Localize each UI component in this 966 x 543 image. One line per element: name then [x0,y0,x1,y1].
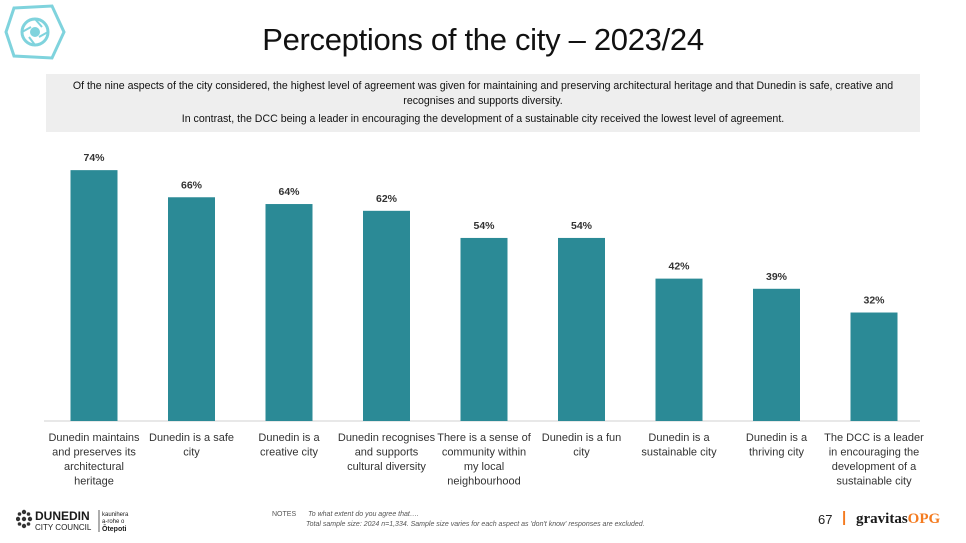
page-number: 67 [818,512,833,527]
value-label-3: 62% [376,193,398,205]
category-label-2: Dunedin is a creative city [258,432,320,459]
logo-maori-line-2: a-rohe o [102,519,125,525]
brand-main: gravitas [856,511,908,527]
category-label-8: The DCC is a leader in encouraging the dev… [824,432,924,488]
category-label-7: Dunedin is a thriving city [746,432,808,459]
page-title: Perceptions of the city – 2023/24 [262,22,704,57]
value-label-8: 32% [863,295,885,307]
logo-main-text: DUNEDIN [35,509,90,523]
summary-line-2: In contrast, the DCC being a leader in e… [181,113,785,125]
category-label-6: Dunedin is a sustainable city [641,432,717,459]
notes-line-2: Total sample size: 2024 n=1,334. Sample … [306,521,645,528]
logo-maori-line-3: Ōtepoti [102,525,127,533]
logo-maori-line-1: kaunihera [102,512,129,518]
bar-chart: 74% Dunedin maintains and preserves its arc… [44,152,924,488]
bar-3 [363,210,410,421]
brand-accent: OPG [907,511,941,527]
bar-6 [655,278,703,421]
bar-1 [168,197,215,421]
value-label-7: 39% [766,271,788,283]
category-label-1: Dunedin is a safe city [149,432,234,459]
category-label-3: Dunedin recognises and supports cultural d… [338,432,436,473]
value-label-4: 54% [473,220,495,232]
category-label-5: Dunedin is a fun city [542,432,622,459]
value-label-0: 74% [83,152,105,164]
bar-0 [70,170,118,421]
notes-key: NOTES [272,511,297,518]
value-label-6: 42% [668,261,690,273]
value-label-2: 64% [278,186,300,198]
bar-2 [265,204,313,421]
summary-line-1: Of the nine aspects of the city consider… [72,80,894,107]
bar-7 [753,288,800,421]
brand-separator: | [842,509,847,526]
gravitas-opg-logo: gravitasOPG [856,511,940,528]
logo-sub-text: CITY COUNCIL [35,523,92,532]
notes-line-1: To what extent do you agree that…. [308,511,419,518]
bar-8 [850,312,898,421]
category-label-0: Dunedin maintains and preserves its archit… [48,432,140,488]
footnotes: NOTES To what extent do you agree that…. … [272,510,645,530]
corner-aperture-icon [4,4,66,60]
bar-5 [558,237,605,421]
value-label-1: 66% [181,179,203,191]
bar-4 [460,237,508,421]
dunedin-council-logo: DUNEDIN CITY COUNCIL kaunihera a-rohe o … [15,506,166,534]
dcc-emblem-icon: DUNEDIN CITY COUNCIL kaunihera a-rohe o … [15,509,129,533]
value-label-5: 54% [571,220,593,232]
category-label-4: There is a sense of community within my lo… [437,432,531,488]
summary-box: Of the nine aspects of the city consider… [46,74,920,132]
